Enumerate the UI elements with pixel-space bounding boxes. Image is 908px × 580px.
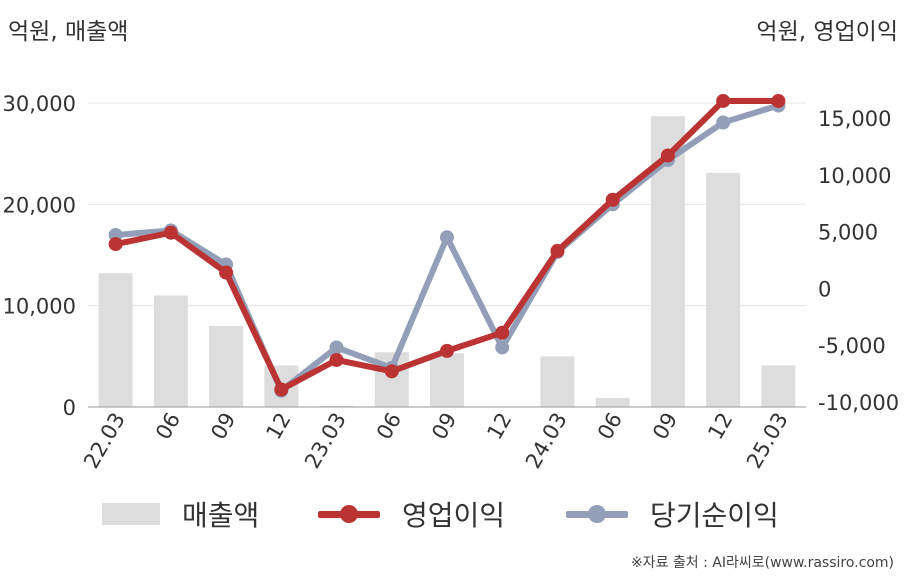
revenue-bar[interactable]: [153, 295, 188, 407]
x-tick-label: 22.03: [79, 409, 130, 473]
revenue-bar[interactable]: [706, 172, 741, 407]
x-tick-label: 06: [151, 409, 185, 444]
x-axis-ticks: 22.03 06 09 12 23.03 06 09 12 24.03 06 09 12 25.03: [79, 409, 793, 473]
right-tick-label: 0: [818, 277, 831, 301]
right-axis-unit-label: 억원, 영업이익: [756, 19, 898, 45]
revenue-bar[interactable]: [209, 325, 244, 407]
legend-label: 매출액: [182, 499, 260, 532]
right-tick-label: 10,000: [818, 164, 891, 188]
operating-profit-point[interactable]: [550, 243, 565, 258]
legend-label: 영업이익: [402, 499, 506, 532]
x-tick-label: 09: [206, 409, 240, 444]
revenue-bar[interactable]: [98, 273, 133, 407]
revenue-bars: [98, 116, 796, 407]
legend-item-net-income[interactable]: 당기순이익: [566, 494, 779, 534]
x-tick-label: 06: [372, 409, 406, 444]
operating-profit-point[interactable]: [771, 93, 786, 108]
operating-profit-point[interactable]: [163, 225, 178, 240]
bar-swatch-icon: [102, 503, 160, 525]
operating-profit-point[interactable]: [605, 192, 620, 207]
right-tick-label: 5,000: [818, 221, 878, 245]
operating-profit-point[interactable]: [495, 325, 510, 340]
revenue-bar[interactable]: [540, 356, 575, 407]
x-tick-label: 09: [427, 409, 461, 444]
revenue-bar[interactable]: [430, 353, 464, 407]
x-tick-label: 12: [482, 409, 516, 444]
right-axis-ticks: -10,000 -5,000 0 5,000 10,000 15,000: [818, 107, 899, 415]
legend-item-operating-profit[interactable]: 영업이익: [318, 494, 505, 534]
x-tick-label: 25.03: [742, 409, 793, 473]
legend: 매출액 영업이익 당기순이익: [0, 494, 908, 534]
revenue-bar[interactable]: [761, 365, 796, 407]
gridlines: [88, 102, 806, 307]
operating-profit-point[interactable]: [329, 352, 344, 367]
net-income-point[interactable]: [495, 340, 510, 355]
operating-profit-point[interactable]: [108, 237, 123, 252]
line-marker-icon: [566, 503, 628, 525]
operating-profit-point[interactable]: [274, 382, 289, 397]
left-tick-label: 30,000: [3, 92, 76, 116]
left-tick-label: 20,000: [3, 193, 76, 217]
operating-profit-point[interactable]: [384, 364, 399, 379]
operating-profit-point[interactable]: [219, 265, 234, 280]
line-marker-icon: [318, 503, 380, 525]
operating-profit-point[interactable]: [440, 343, 454, 358]
net-income-point[interactable]: [329, 340, 344, 355]
left-axis-ticks: 0 10,000 20,000 30,000: [3, 92, 76, 420]
x-tick-label: 23.03: [300, 409, 351, 473]
left-tick-label: 0: [63, 396, 76, 420]
legend-item-revenue[interactable]: 매출액: [102, 494, 259, 534]
left-axis-unit-label: 억원, 매출액: [8, 19, 129, 45]
x-tick-label: 09: [648, 409, 682, 444]
x-tick-label: 06: [593, 409, 627, 444]
right-tick-label: -10,000: [818, 391, 899, 415]
right-tick-label: -5,000: [818, 334, 886, 358]
operating-profit-point[interactable]: [660, 148, 675, 163]
revenue-bar[interactable]: [319, 405, 354, 407]
legend-label: 당기순이익: [650, 499, 779, 532]
profit-lines: [108, 93, 786, 398]
operating-profit-point[interactable]: [716, 93, 731, 108]
x-tick-label: 24.03: [521, 409, 572, 473]
x-tick-label: 12: [703, 409, 737, 444]
net-income-point[interactable]: [440, 230, 454, 245]
left-tick-label: 10,000: [3, 295, 76, 319]
x-tick-label: 12: [261, 409, 295, 444]
net-income-point[interactable]: [716, 115, 731, 130]
revenue-bar[interactable]: [595, 397, 630, 407]
right-tick-label: 15,000: [818, 107, 891, 131]
source-credit: ※자료 출처 : AI라씨로(www.rassiro.com): [630, 555, 894, 571]
